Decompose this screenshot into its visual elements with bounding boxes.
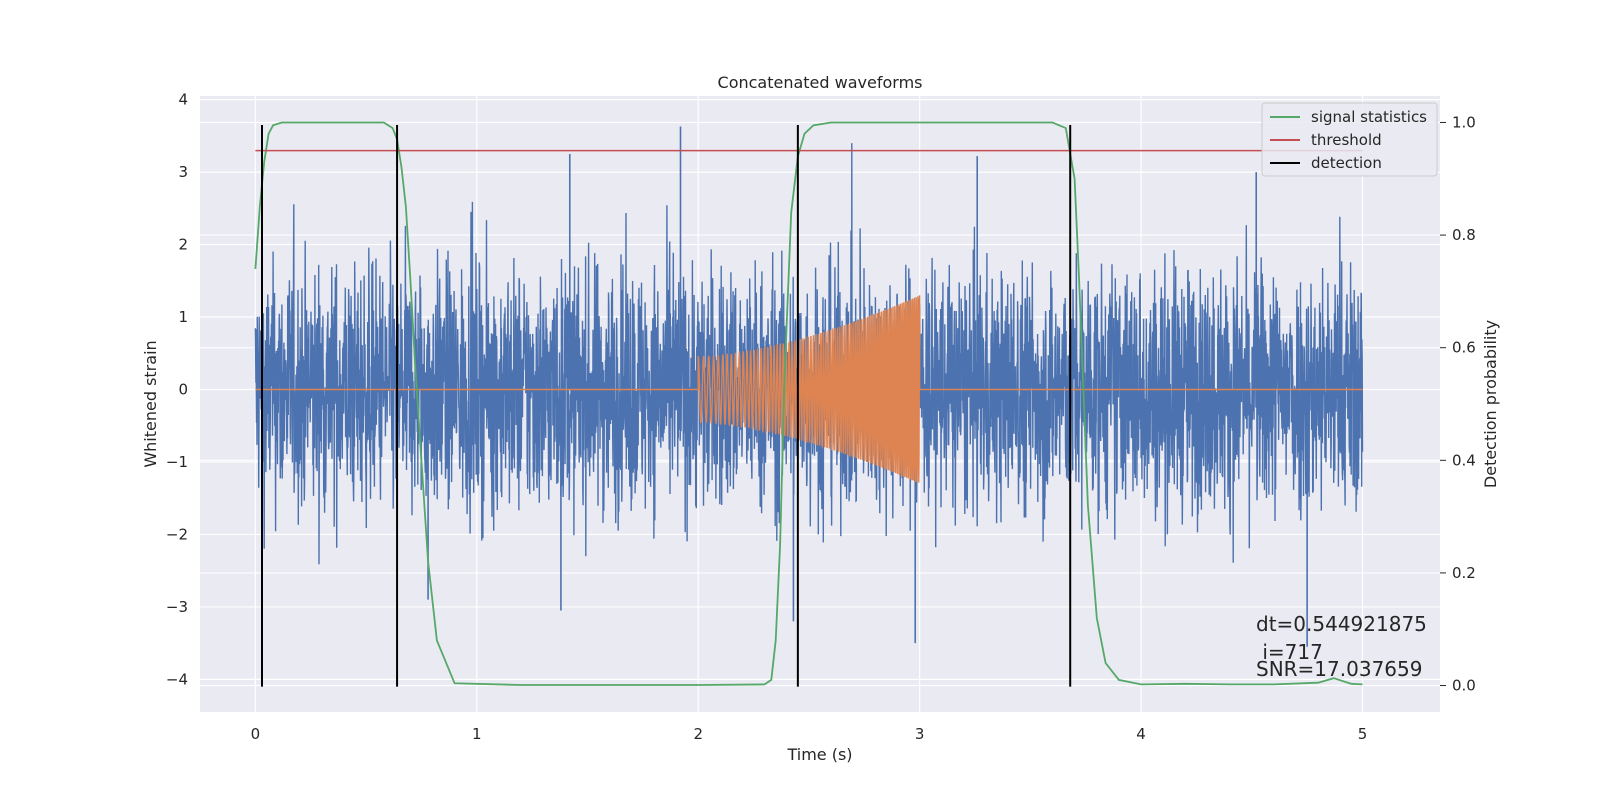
- y-tick-label-1: 3: [178, 163, 188, 181]
- y-tick-label-5: −1: [166, 453, 188, 471]
- legend: signal statistics threshold detection: [1261, 102, 1438, 177]
- legend-signal-statistics-label: signal statistics: [1311, 108, 1427, 126]
- y2-tick-label-0: 1.0: [1452, 113, 1476, 131]
- y2-tick-label-2: 0.6: [1452, 339, 1476, 357]
- legend-detection-label: detection: [1311, 154, 1382, 172]
- x-tick-label-4: 4: [1136, 725, 1146, 743]
- legend-box: [1261, 102, 1438, 177]
- y2-tick-label-4: 0.2: [1452, 564, 1476, 582]
- annotation-dt: dt=0.544921875: [1256, 612, 1427, 636]
- annotation-snr: SNR=17.037659: [1256, 657, 1422, 681]
- x-tick-label-1: 1: [472, 725, 482, 743]
- plot-series: [254, 121, 1364, 687]
- y-tick-label-7: −3: [166, 598, 188, 616]
- legend-threshold-label: threshold: [1311, 131, 1382, 149]
- axis-ticks: 0 1 2 3 4 5 4 3 2 1 0 −1 −2 −3 −4 1.0 0.8 0.6 0.4 0.2 0.0: [166, 91, 1476, 743]
- y-tick-label-3: 1: [178, 308, 188, 326]
- y-tick-label-2: 2: [178, 236, 188, 254]
- chart-title: Concatenated waveforms: [718, 73, 923, 92]
- x-tick-label-2: 2: [693, 725, 703, 743]
- y-axis-label: Whitened strain: [141, 340, 160, 467]
- x-tick-label-3: 3: [915, 725, 925, 743]
- y-tick-label-0: 4: [178, 91, 188, 109]
- injected-chirp-line: [255, 295, 1363, 483]
- y2-axis-label: Detection probability: [1481, 320, 1500, 488]
- y2-tick-label-3: 0.4: [1452, 451, 1476, 469]
- signal-statistics-line: [254, 121, 1363, 686]
- x-axis-label: Time (s): [786, 745, 852, 764]
- x-tick-label-0: 0: [251, 725, 261, 743]
- y-tick-label-6: −2: [166, 525, 188, 543]
- annotation-index: i=717: [1256, 640, 1323, 664]
- x-tick-label-5: 5: [1358, 725, 1368, 743]
- y2-tick-label-5: 0.0: [1452, 677, 1476, 695]
- y2-tick-label-1: 0.8: [1452, 226, 1476, 244]
- y-tick-label-8: −4: [166, 670, 188, 688]
- annotations: dt=0.544921875 i=717 SNR=17.037659: [1256, 612, 1427, 681]
- y-tick-label-4: 0: [178, 381, 188, 399]
